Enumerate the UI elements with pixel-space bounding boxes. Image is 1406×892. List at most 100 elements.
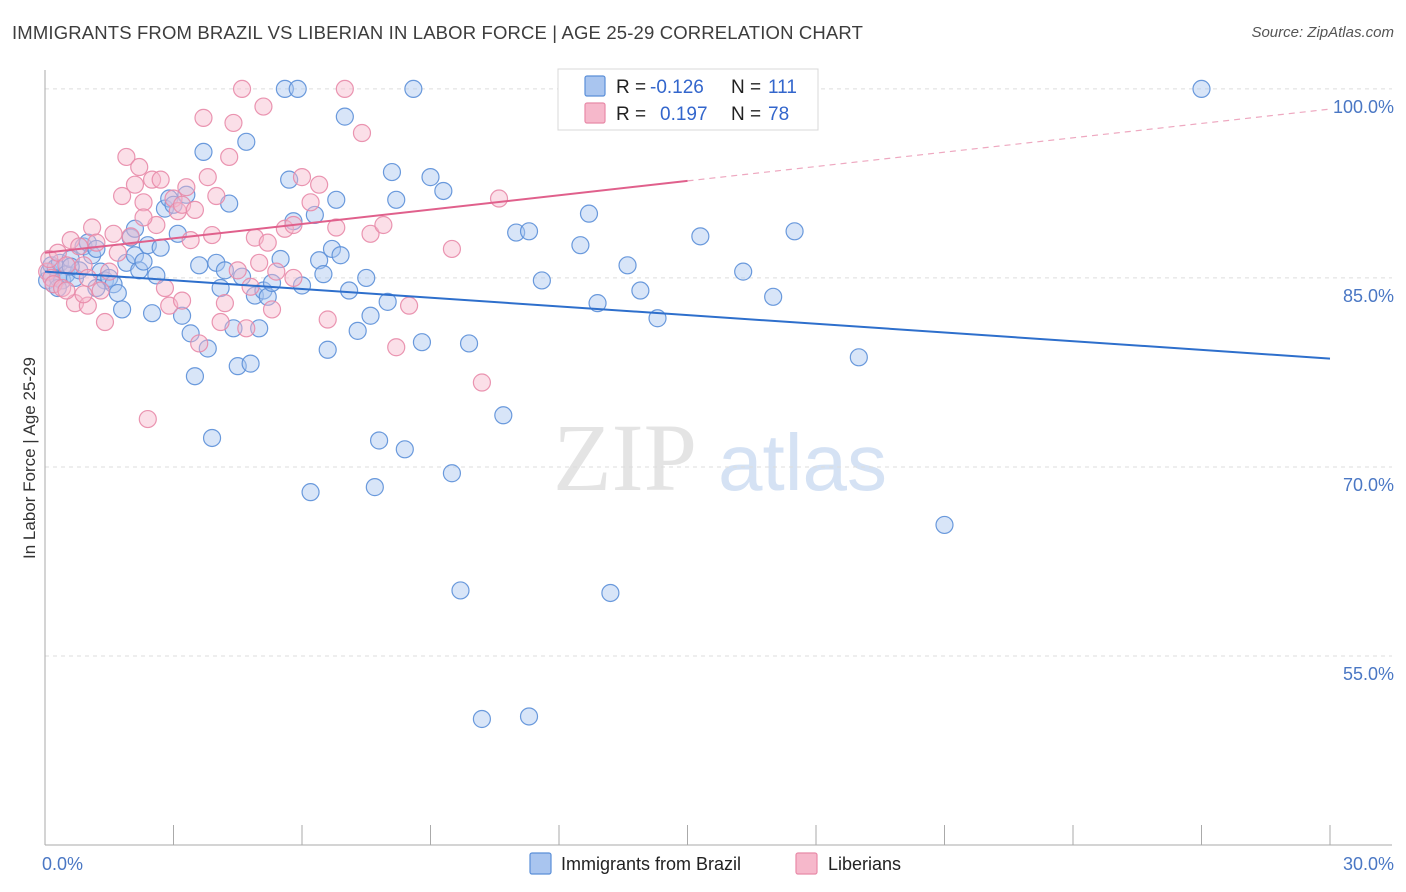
liberian-point bbox=[361, 224, 380, 243]
liberian-point bbox=[121, 227, 140, 246]
liberian-point bbox=[57, 281, 76, 300]
y-tick-label: 55.0% bbox=[1343, 664, 1394, 684]
brazil-point bbox=[172, 306, 192, 325]
brazil-point bbox=[275, 79, 294, 99]
liberian-point bbox=[78, 296, 97, 315]
liberian-point bbox=[104, 224, 123, 243]
liberian-point bbox=[74, 285, 93, 304]
brazil-point bbox=[331, 246, 350, 265]
liberian-point bbox=[134, 208, 153, 227]
brazil-point bbox=[194, 142, 213, 162]
liberian-point bbox=[310, 175, 329, 194]
brazil-point bbox=[734, 262, 753, 281]
liberian-point bbox=[57, 256, 76, 275]
brazil-point bbox=[472, 709, 491, 729]
liberian-point bbox=[181, 231, 200, 250]
brazil-point bbox=[1192, 79, 1211, 99]
liberian-point bbox=[172, 291, 192, 310]
brazil-point bbox=[245, 286, 264, 305]
brazil-point bbox=[310, 251, 329, 270]
liberian-point bbox=[91, 281, 110, 300]
liberian-point bbox=[352, 123, 372, 143]
liberian-point bbox=[220, 147, 239, 167]
liberian-point bbox=[95, 312, 115, 332]
brazil-point bbox=[134, 252, 153, 271]
liberian-point bbox=[258, 233, 277, 252]
y-tick-label: 85.0% bbox=[1343, 286, 1394, 306]
brazil-point bbox=[935, 515, 954, 535]
liberian-point bbox=[399, 296, 419, 315]
y-tick-label: 70.0% bbox=[1343, 475, 1394, 495]
brazil-point bbox=[691, 227, 710, 246]
liberian-point bbox=[335, 79, 354, 99]
brazil-point bbox=[532, 271, 551, 290]
brazil-point bbox=[378, 292, 397, 311]
brazil-point bbox=[327, 190, 346, 209]
brazil-point bbox=[601, 583, 620, 603]
brazil-point bbox=[588, 294, 607, 313]
liberian-point bbox=[224, 113, 243, 133]
legend-swatch-liberian bbox=[584, 102, 606, 124]
legend-n-label-brazil: N = bbox=[731, 77, 761, 98]
series-legend-label-liberian: Liberians bbox=[828, 854, 901, 874]
brazil-point bbox=[314, 265, 333, 284]
liberian-trend-extension bbox=[687, 108, 1331, 182]
brazil-point bbox=[198, 339, 217, 358]
brazil-point bbox=[361, 306, 380, 325]
liberian-point bbox=[117, 147, 136, 167]
brazil-point bbox=[211, 278, 230, 298]
brazil-point bbox=[507, 223, 526, 242]
gridlines bbox=[45, 88, 1392, 657]
series-legend-swatch-liberian bbox=[795, 852, 818, 875]
brazil-point bbox=[250, 319, 269, 338]
brazil-point bbox=[370, 431, 389, 450]
brazil-point bbox=[357, 268, 376, 288]
liberian-point bbox=[70, 237, 89, 256]
legend-r-value-brazil: -0.126 bbox=[650, 77, 704, 98]
liberian-point bbox=[185, 200, 205, 219]
y-tick-label: 100.0% bbox=[1333, 97, 1394, 117]
liberian-point bbox=[489, 189, 509, 208]
correlation-legend: R = -0.126 N = 111 R = 0.197 N = 78 bbox=[557, 68, 819, 131]
brazil-point bbox=[519, 222, 539, 241]
liberian-point bbox=[237, 319, 256, 338]
liberian-point bbox=[301, 193, 320, 212]
series-legend-swatch-brazil bbox=[529, 852, 552, 875]
liberian-point bbox=[130, 157, 149, 177]
brazil-point bbox=[202, 428, 222, 448]
brazil-point bbox=[301, 483, 320, 502]
brazil-point bbox=[764, 287, 783, 306]
liberian-point bbox=[228, 261, 247, 280]
liberian-point bbox=[83, 218, 102, 237]
brazil-point bbox=[237, 132, 256, 151]
liberian-point bbox=[138, 409, 157, 429]
brazil-point bbox=[618, 256, 637, 275]
brazil-point bbox=[241, 354, 260, 373]
brazil-point bbox=[340, 281, 359, 300]
liberian-trend-line bbox=[44, 179, 688, 254]
brazil-point bbox=[142, 304, 162, 323]
y-axis-title: In Labor Force | Age 25-29 bbox=[20, 357, 39, 559]
liberian-point bbox=[211, 312, 230, 332]
liberian-point bbox=[198, 168, 217, 187]
brazil-point bbox=[442, 464, 462, 483]
liberian-point bbox=[442, 239, 462, 259]
liberian-point bbox=[78, 268, 97, 288]
brazil-point bbox=[849, 348, 868, 367]
watermark-atlas: atlas bbox=[718, 418, 887, 507]
brazil-point bbox=[421, 168, 440, 187]
liberian-point bbox=[112, 186, 132, 206]
brazil-point bbox=[348, 321, 367, 340]
liberian-point bbox=[194, 108, 213, 127]
brazil-point bbox=[190, 256, 209, 275]
liberian-series bbox=[38, 79, 509, 429]
brazil-point bbox=[365, 478, 384, 497]
brazil-point bbox=[579, 204, 599, 223]
liberian-point bbox=[190, 334, 209, 353]
legend-n-label-liberian: N = bbox=[731, 104, 761, 125]
liberian-point bbox=[134, 193, 153, 212]
watermark-zip: ZIP bbox=[553, 404, 697, 511]
liberian-point bbox=[374, 215, 393, 235]
brazil-point bbox=[434, 181, 453, 201]
